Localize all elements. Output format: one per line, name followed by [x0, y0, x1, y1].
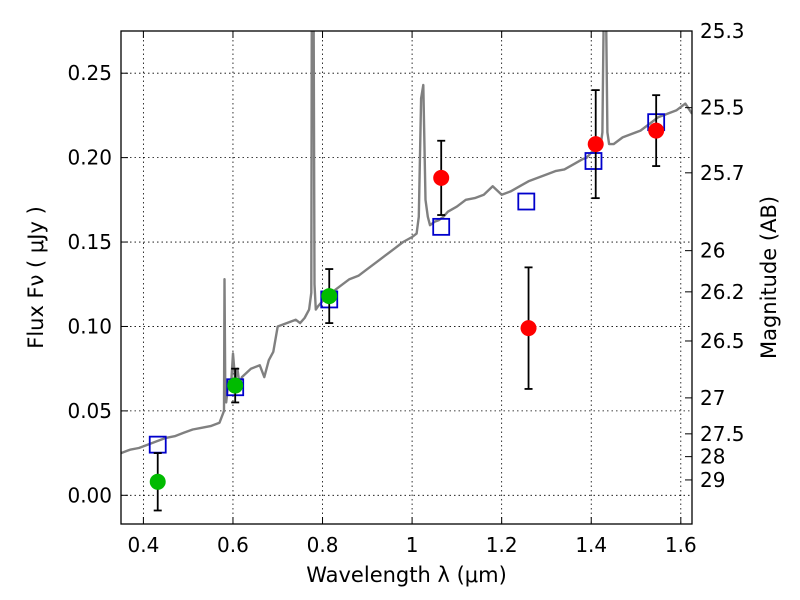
y-axis-label: Flux Fν ( μJy ) [24, 206, 48, 349]
right-tick-label: 26.2 [700, 280, 745, 304]
model-photometry-square [517, 192, 536, 211]
x-tick-label: 0.4 [127, 533, 159, 557]
y-tick-label: 0.25 [67, 61, 112, 85]
x-tick-label: 0.8 [307, 533, 339, 557]
axis-ticks: 0.4 0.6 0.8 1 1.2 1.4 1.6 0.00 0.05 0.10 0.15 0.20 0… [67, 19, 744, 557]
data-point [433, 169, 450, 186]
data-point [587, 136, 604, 153]
right-tick-label: 26.5 [700, 329, 745, 353]
x-tick-label: 1.6 [665, 533, 697, 557]
x-axis-label: Wavelength λ (μm) [306, 563, 507, 587]
photometry-points [148, 89, 666, 512]
right-tick-label: 27.5 [700, 422, 745, 446]
data-point [520, 320, 537, 337]
right-tick-label: 27 [700, 386, 725, 410]
right-tick-label: 25.3 [700, 19, 745, 43]
right-tick-label: 25.7 [700, 161, 745, 185]
x-tick-label: 1.4 [575, 533, 607, 557]
x-tick-label: 0.6 [217, 533, 249, 557]
data-point [149, 473, 166, 490]
y-tick-label: 0.05 [67, 399, 112, 423]
plot-frame [120, 30, 693, 525]
x-tick-label: 1.2 [486, 533, 518, 557]
right-tick-label: 29 [700, 468, 725, 492]
right-axis-label: Magnitude (AB) [757, 196, 781, 359]
right-tick-label: 26 [700, 239, 725, 263]
data-point [648, 122, 665, 139]
data-point [227, 377, 244, 394]
model-photometry-square [584, 152, 603, 170]
y-tick-label: 0.00 [67, 483, 112, 507]
x-tick-label: 1 [406, 533, 419, 557]
right-tick-label: 28 [700, 445, 725, 469]
y-tick-label: 0.15 [67, 230, 112, 254]
data-point [321, 288, 338, 305]
grid-lines [121, 31, 692, 524]
y-tick-label: 0.20 [67, 146, 112, 170]
model-photometry-square [432, 217, 451, 236]
y-tick-label: 0.10 [67, 314, 112, 338]
right-tick-label: 25.5 [700, 96, 745, 120]
